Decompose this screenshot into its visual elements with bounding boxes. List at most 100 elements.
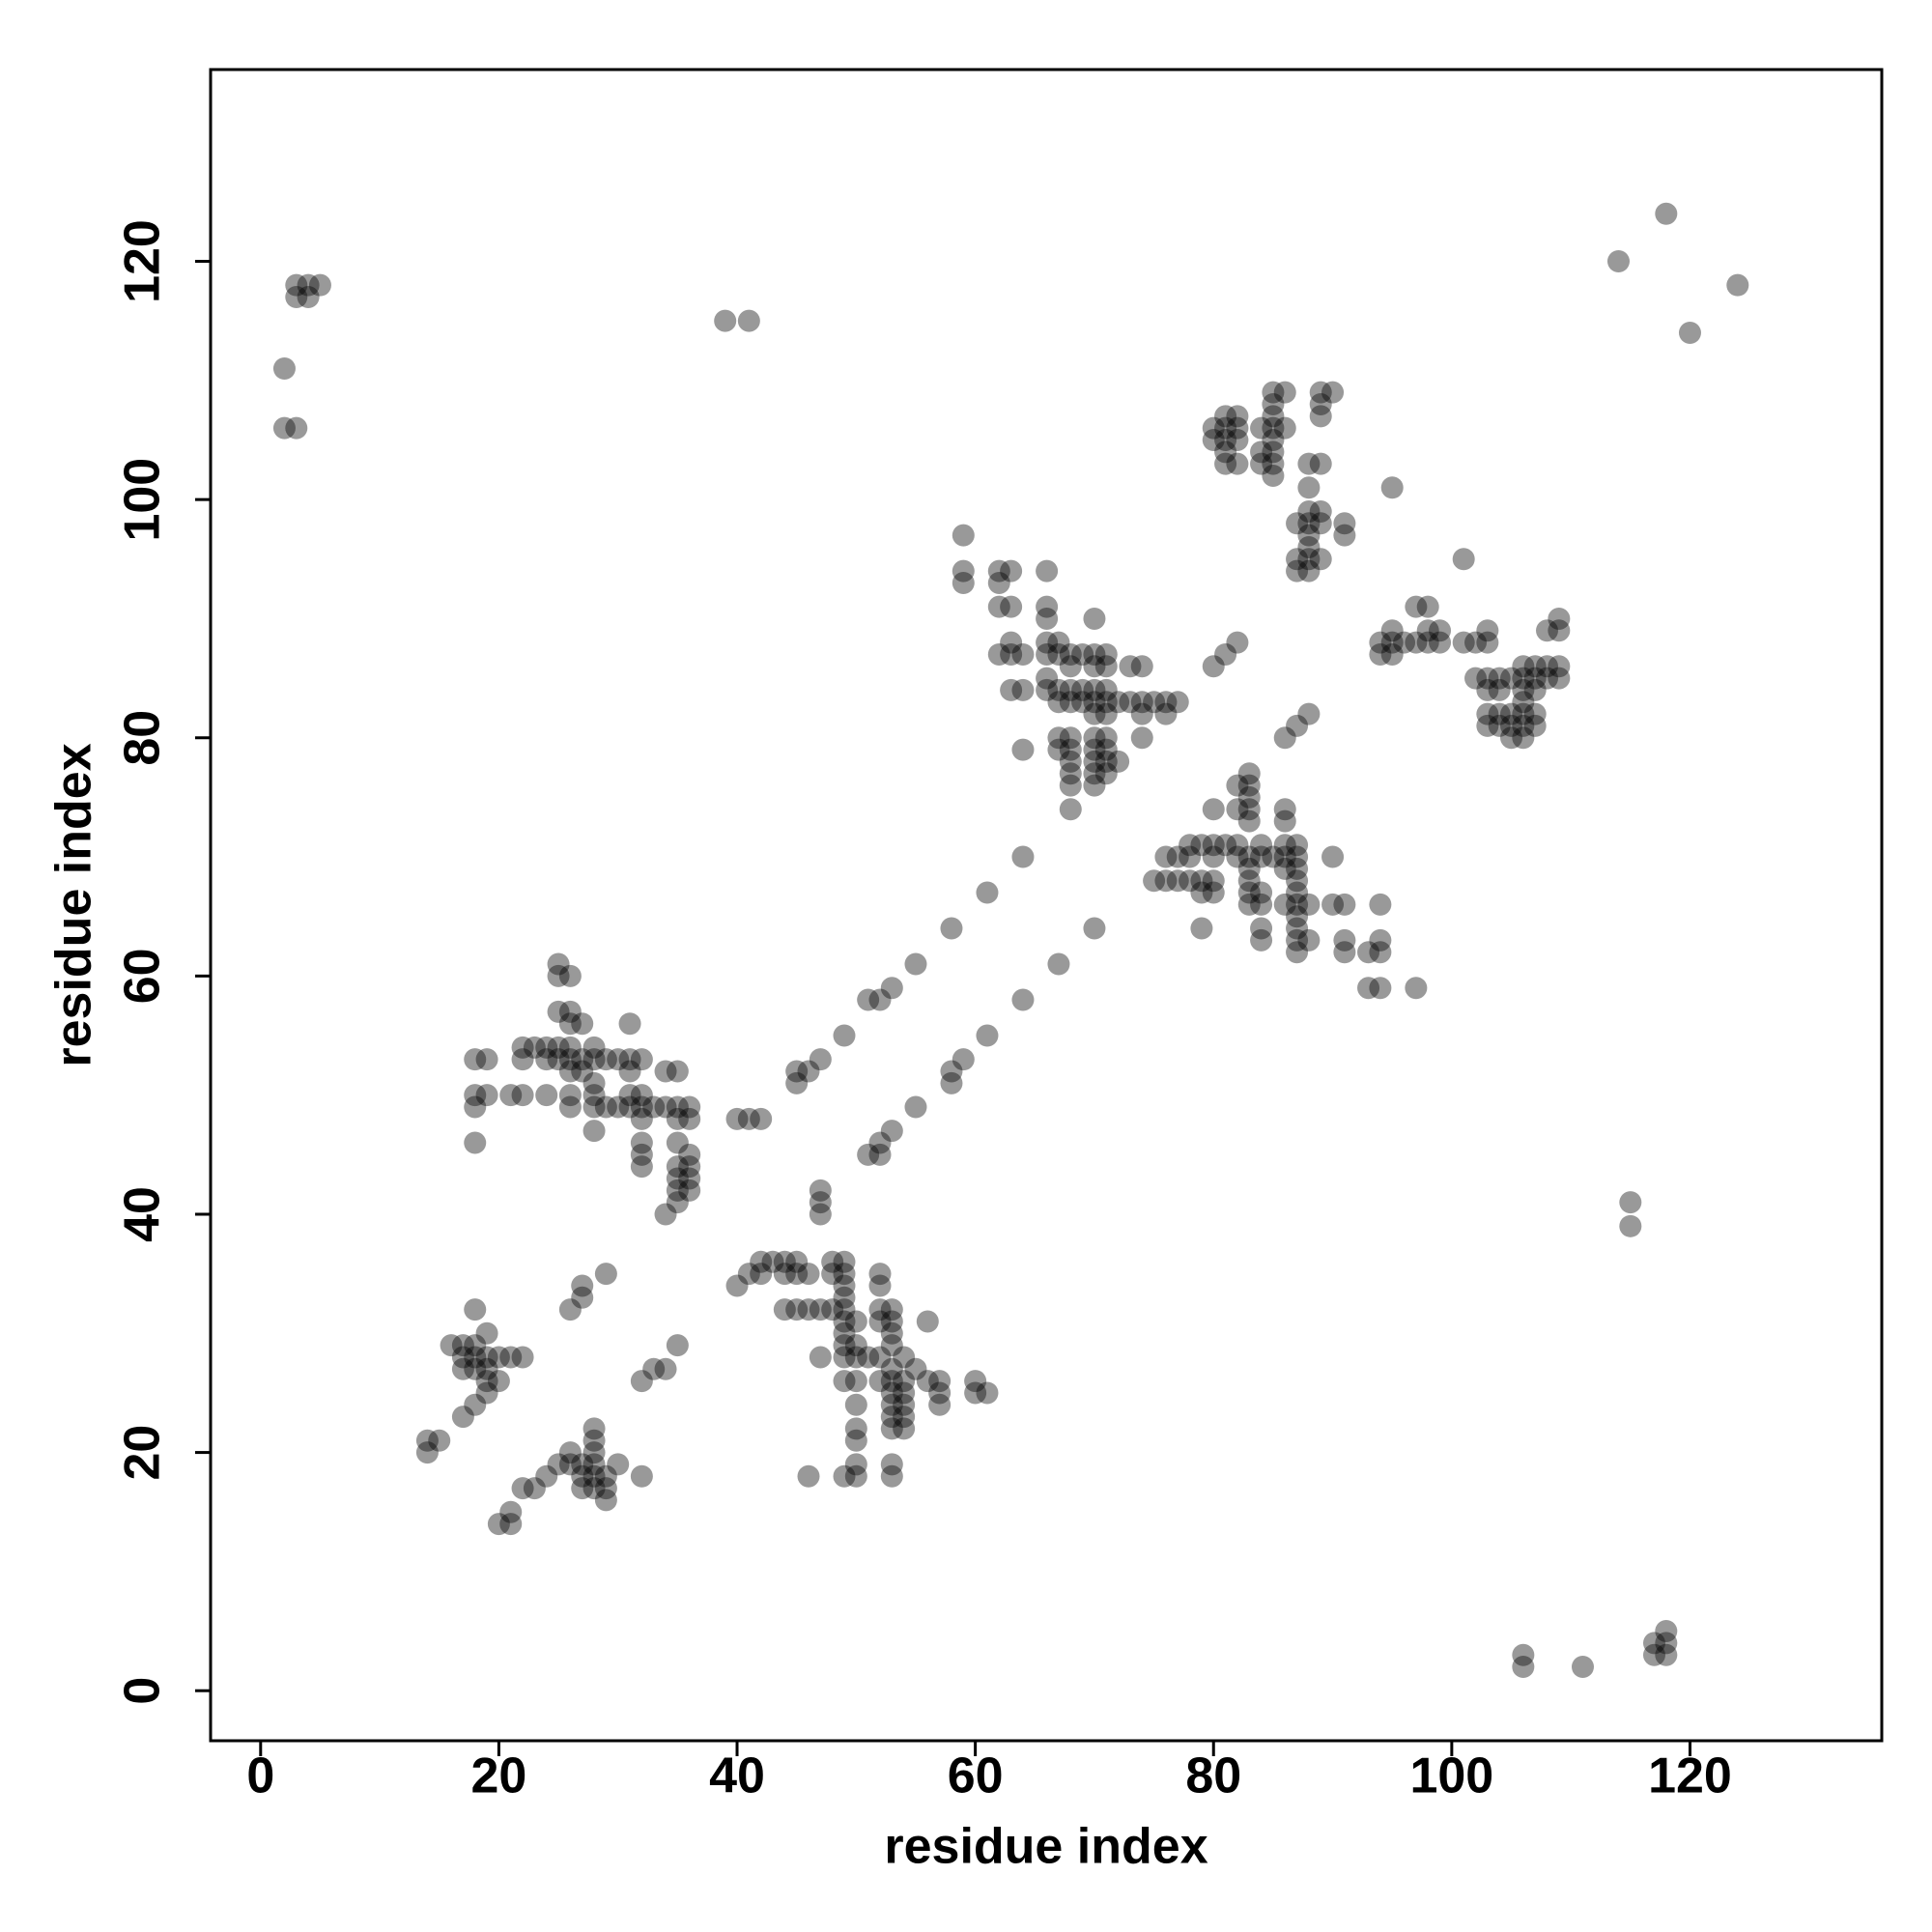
point bbox=[1190, 834, 1213, 857]
point bbox=[868, 1298, 892, 1321]
point bbox=[1297, 476, 1321, 499]
point bbox=[1273, 416, 1296, 440]
point bbox=[1036, 559, 1059, 582]
point bbox=[464, 1298, 487, 1321]
point bbox=[1047, 642, 1070, 666]
point bbox=[833, 1464, 856, 1488]
point bbox=[666, 1191, 689, 1214]
point bbox=[1250, 440, 1273, 464]
point bbox=[1512, 1643, 1535, 1666]
point bbox=[1166, 691, 1189, 714]
point bbox=[952, 571, 975, 594]
point bbox=[571, 1060, 594, 1083]
point bbox=[1297, 499, 1321, 523]
point bbox=[1059, 678, 1082, 701]
point bbox=[451, 1334, 474, 1357]
plot-frame bbox=[209, 68, 1884, 1743]
point bbox=[464, 1334, 487, 1357]
point bbox=[1536, 667, 1559, 690]
point bbox=[1130, 655, 1153, 678]
point bbox=[464, 1393, 487, 1416]
x-axis-title: residue index bbox=[884, 1819, 1208, 1875]
point bbox=[1536, 619, 1559, 642]
point bbox=[607, 1095, 630, 1119]
point bbox=[1047, 631, 1070, 654]
point bbox=[1119, 691, 1142, 714]
point bbox=[487, 1370, 510, 1393]
point bbox=[1548, 667, 1571, 690]
point bbox=[654, 1060, 677, 1083]
point bbox=[1214, 428, 1237, 451]
point bbox=[880, 1321, 903, 1345]
point bbox=[844, 1370, 867, 1393]
point bbox=[1286, 834, 1309, 857]
point bbox=[630, 1155, 653, 1179]
point bbox=[666, 1107, 689, 1130]
point bbox=[1226, 774, 1249, 797]
point bbox=[1488, 667, 1511, 690]
point bbox=[1464, 631, 1488, 654]
point bbox=[1512, 1656, 1535, 1679]
point bbox=[1297, 702, 1321, 725]
point bbox=[1606, 250, 1630, 273]
point bbox=[1512, 667, 1535, 690]
point bbox=[582, 1120, 606, 1143]
point bbox=[1297, 512, 1321, 535]
point bbox=[1000, 631, 1023, 654]
point bbox=[1548, 655, 1571, 678]
point bbox=[833, 1334, 856, 1357]
point bbox=[1512, 726, 1535, 750]
point bbox=[857, 1346, 880, 1369]
point bbox=[594, 1263, 617, 1286]
point bbox=[1059, 798, 1082, 821]
point bbox=[1154, 691, 1178, 714]
point bbox=[1357, 977, 1380, 1000]
point bbox=[1262, 428, 1285, 451]
point bbox=[1000, 595, 1023, 618]
point bbox=[868, 1274, 892, 1297]
point bbox=[1262, 440, 1285, 464]
point bbox=[1011, 738, 1035, 761]
point bbox=[558, 1036, 582, 1059]
point bbox=[666, 1179, 689, 1202]
point bbox=[571, 1274, 594, 1297]
point bbox=[1130, 702, 1153, 725]
point bbox=[1059, 691, 1082, 714]
point bbox=[952, 524, 975, 547]
point bbox=[844, 1334, 867, 1357]
point bbox=[558, 1095, 582, 1119]
point bbox=[1333, 524, 1356, 547]
point bbox=[1094, 726, 1118, 750]
point bbox=[1333, 893, 1356, 916]
point bbox=[868, 1143, 892, 1166]
point bbox=[785, 1071, 809, 1094]
point bbox=[1071, 691, 1094, 714]
point bbox=[582, 1441, 606, 1464]
point bbox=[1083, 642, 1106, 666]
point bbox=[285, 416, 308, 440]
point bbox=[1297, 452, 1321, 475]
point bbox=[308, 273, 331, 297]
point bbox=[547, 964, 570, 987]
point bbox=[868, 1370, 892, 1393]
point bbox=[893, 1393, 916, 1416]
point bbox=[1083, 738, 1106, 761]
point bbox=[1416, 595, 1439, 618]
point bbox=[1237, 810, 1261, 833]
point bbox=[1273, 726, 1296, 750]
point bbox=[523, 1477, 546, 1500]
point bbox=[1202, 428, 1225, 451]
point bbox=[928, 1370, 952, 1393]
point bbox=[547, 1000, 570, 1023]
point bbox=[1107, 691, 1130, 714]
point bbox=[285, 273, 308, 297]
point bbox=[1237, 774, 1261, 797]
point bbox=[821, 1298, 844, 1321]
point bbox=[1309, 392, 1332, 415]
point bbox=[1642, 1632, 1665, 1655]
point bbox=[880, 1334, 903, 1357]
point bbox=[1130, 691, 1153, 714]
point bbox=[547, 952, 570, 976]
point bbox=[582, 1036, 606, 1059]
point bbox=[475, 1321, 498, 1345]
